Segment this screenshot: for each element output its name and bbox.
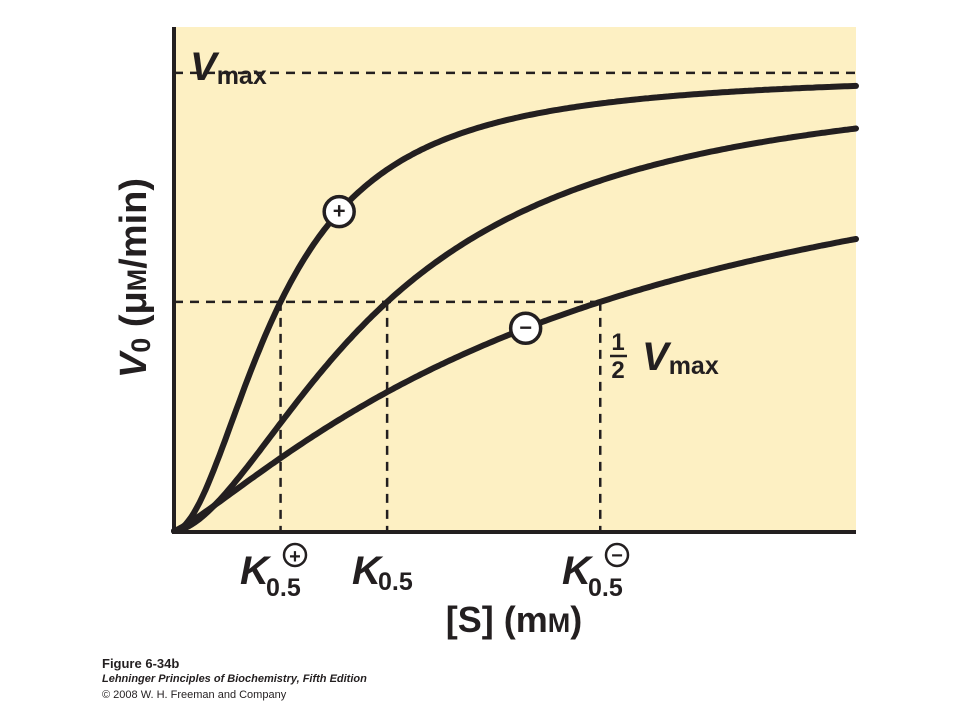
- svg-text:K: K: [352, 549, 384, 593]
- figure-number: Figure 6-34b: [102, 656, 180, 671]
- k-plus-label: K 0.5 +: [240, 542, 308, 602]
- k-minus-label: K 0.5 −: [562, 542, 630, 602]
- svg-text:0.5: 0.5: [588, 574, 623, 602]
- svg-text:K: K: [240, 549, 272, 593]
- marker-minus: −: [508, 311, 543, 345]
- curve-series-1: [171, 125, 859, 534]
- svg-text:0.5: 0.5: [378, 568, 413, 596]
- k-mid-label: K 0.5: [352, 549, 413, 596]
- y-axis-label: V0 (μM/min): [113, 178, 156, 378]
- half-vmax-denominator: 2: [611, 357, 624, 384]
- svg-text:+: +: [289, 546, 301, 568]
- plot-background: [174, 27, 856, 533]
- svg-text:+: +: [333, 199, 346, 224]
- half-vmax-label: Vmax: [642, 335, 719, 380]
- svg-text:K: K: [562, 549, 594, 593]
- half-vmax-numerator: 1: [611, 329, 624, 356]
- curve-markers: +−: [322, 194, 543, 345]
- svg-text:0.5: 0.5: [266, 574, 301, 602]
- vmax-label: Vmax: [190, 45, 267, 90]
- marker-plus: +: [322, 194, 356, 229]
- curve-series-0: [171, 82, 859, 534]
- copyright: © 2008 W. H. Freeman and Company: [102, 689, 287, 701]
- svg-text:−: −: [611, 545, 623, 567]
- reference-lines: [174, 71, 856, 531]
- svg-text:−: −: [519, 315, 532, 340]
- x-axis-label: [S] (mM): [446, 599, 583, 640]
- book-title: Lehninger Principles of Biochemistry, Fi…: [102, 673, 367, 685]
